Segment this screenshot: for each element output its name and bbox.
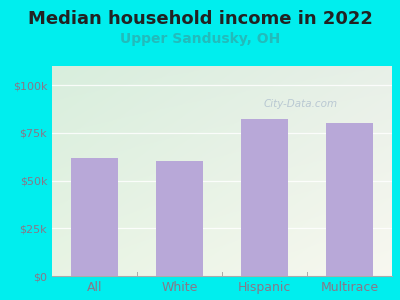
Bar: [156, 161, 203, 276]
Text: Upper Sandusky, OH: Upper Sandusky, OH: [120, 32, 280, 46]
Bar: [71, 158, 118, 276]
Text: Median household income in 2022: Median household income in 2022: [28, 11, 372, 28]
Bar: [326, 123, 373, 276]
Bar: [241, 119, 288, 276]
Text: City-Data.com: City-Data.com: [263, 99, 337, 109]
